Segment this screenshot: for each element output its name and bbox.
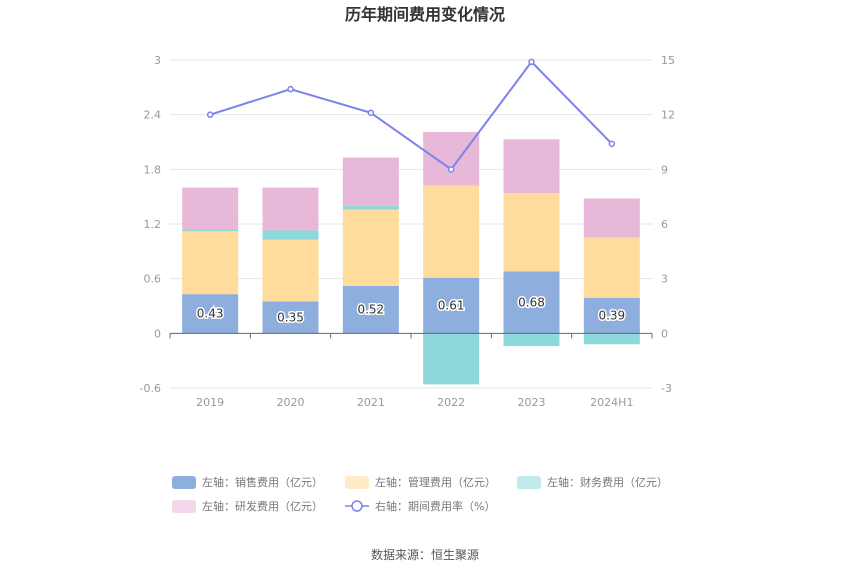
- bar-segment: [342, 157, 399, 206]
- rate-polyline: [209, 60, 613, 171]
- legend-swatch: [345, 476, 369, 489]
- legend-item[interactable]: 左轴：销售费用（亿元）: [172, 475, 323, 489]
- x-tick-label: 2021: [357, 396, 385, 409]
- left-tick-label: -0.6: [140, 382, 161, 395]
- legend-label: 右轴：期间费用率（%）: [375, 499, 495, 513]
- data-labels: 0.43 0.35 0.52 0.61 0.68 0.39: [195, 294, 626, 326]
- bar-value-label: 0.68: [518, 295, 545, 309]
- legend[interactable]: 左轴：销售费用（亿元） 左轴：管理费用（亿元） 左轴：财务费用（亿元） 左轴：研发费用…: [172, 475, 668, 513]
- x-tick-label: 2024H1: [590, 396, 633, 409]
- rate-line: [206, 58, 616, 173]
- rate-point: [367, 109, 375, 117]
- bar-value-label: 0.35: [277, 310, 304, 324]
- x-tick-label: 2022: [437, 396, 465, 409]
- bar-segment: [503, 139, 560, 194]
- bar-segment: [182, 231, 239, 295]
- bar-segment: [503, 333, 560, 347]
- legend-label: 左轴：管理费用（亿元）: [375, 475, 496, 489]
- x-tick-label: 2020: [277, 396, 305, 409]
- bar-value-label: 0.39: [598, 309, 625, 323]
- right-tick-label: 12: [661, 109, 675, 122]
- x-tick-label: 2023: [518, 396, 546, 409]
- x-tick-label: 2019: [196, 396, 224, 409]
- legend-item[interactable]: 左轴：管理费用（亿元）: [345, 475, 496, 489]
- bar-segment: [262, 301, 319, 334]
- right-tick-label: 3: [661, 273, 668, 286]
- left-tick-label: 2.4: [144, 109, 162, 122]
- bar-segment: [503, 193, 560, 272]
- right-tick-label: 0: [661, 327, 668, 340]
- left-tick-label: 1.8: [144, 163, 162, 176]
- source-note: 数据来源：恒生聚源: [371, 547, 479, 562]
- x-axis: [169, 332, 653, 339]
- rate-point: [608, 140, 616, 148]
- legend-marker: [351, 500, 363, 512]
- bar-segment: [423, 333, 480, 385]
- rate-point: [287, 85, 294, 93]
- bar-segment: [503, 271, 560, 334]
- bar-value-label: 0.52: [357, 303, 384, 317]
- bar-segment: [583, 198, 640, 238]
- right-tick-label: 6: [661, 218, 668, 231]
- left-tick-label: 0: [154, 327, 161, 340]
- left-axis: 3 2.4 1.8 1.2 0.6 0 -0.6: [140, 54, 161, 395]
- legend-label: 左轴：销售费用（亿元）: [202, 475, 323, 489]
- left-tick-label: 3: [154, 54, 161, 67]
- legend-item[interactable]: 左轴：研发费用（亿元）: [172, 499, 323, 513]
- bar-segment: [423, 185, 480, 278]
- bar-segment: [262, 239, 319, 302]
- chart-title: 历年期间费用变化情况: [345, 5, 505, 24]
- bar-segment: [423, 131, 480, 186]
- bar-segment: [583, 333, 640, 345]
- bar-segment: [182, 187, 239, 230]
- right-tick-label: -3: [661, 382, 672, 395]
- bar-segment: [182, 229, 239, 232]
- rate-point: [447, 166, 455, 173]
- bars: [182, 131, 640, 385]
- legend-label: 左轴：研发费用（亿元）: [202, 499, 323, 513]
- legend-swatch: [172, 476, 196, 489]
- bar-segment: [423, 277, 480, 334]
- right-tick-label: 15: [661, 54, 675, 67]
- bar-segment: [583, 237, 640, 298]
- legend-swatch: [517, 476, 541, 489]
- rate-point: [206, 111, 214, 118]
- x-axis-labels: 2019 2020 2021 2022 2023 2024H1: [196, 396, 633, 409]
- left-tick-label: 0.6: [144, 273, 162, 286]
- right-tick-label: 9: [661, 163, 668, 176]
- bar-value-label: 0.43: [197, 307, 224, 321]
- legend-item[interactable]: 左轴：财务费用（亿元）: [517, 475, 668, 489]
- bar-segment: [583, 297, 640, 334]
- bar-segment: [342, 285, 399, 334]
- bar-segment: [342, 209, 399, 286]
- bar-segment: [262, 187, 319, 231]
- left-tick-label: 1.2: [144, 218, 162, 231]
- bar-segment: [262, 230, 319, 240]
- bar-value-label: 0.61: [438, 299, 465, 313]
- rate-point: [528, 58, 535, 66]
- legend-item[interactable]: 右轴：期间费用率（%）: [345, 499, 495, 513]
- grid: [170, 59, 652, 389]
- right-axis: 15 12 9 6 3 0 -3: [661, 54, 675, 395]
- legend-label: 左轴：财务费用（亿元）: [547, 475, 668, 489]
- bar-segment: [182, 294, 239, 334]
- bar-segment: [342, 205, 399, 210]
- legend-swatch: [172, 500, 196, 513]
